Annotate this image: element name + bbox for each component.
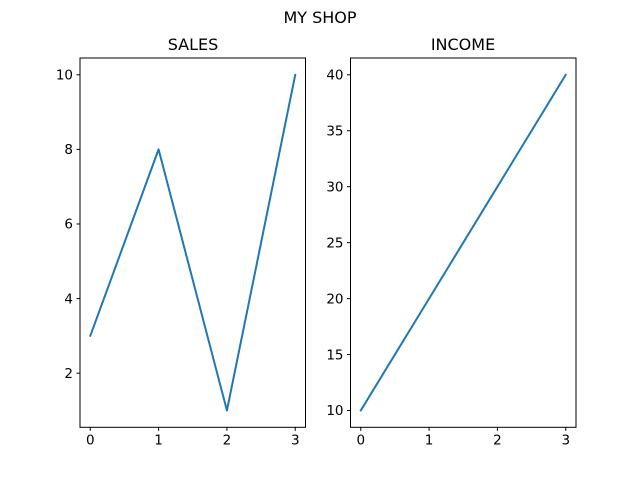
x-tick-label: 0	[356, 432, 365, 448]
x-tick-label: 1	[154, 432, 163, 448]
y-tick-label: 30	[326, 179, 343, 195]
y-tick-label: 35	[326, 123, 343, 139]
x-tick-label: 0	[86, 432, 95, 448]
y-tick-label: 2	[64, 366, 73, 382]
y-tick-label: 40	[326, 68, 343, 84]
subplot-title-income: INCOME	[430, 35, 496, 54]
x-tick-label: 1	[425, 432, 434, 448]
subplot-title-sales: SALES	[167, 35, 219, 54]
y-tick-label: 15	[326, 347, 343, 363]
x-tick-label: 3	[561, 432, 570, 448]
x-tick-label: 2	[493, 432, 502, 448]
y-tick-label: 4	[64, 291, 73, 307]
figure-title: MY SHOP	[283, 8, 357, 27]
y-tick-label: 10	[326, 403, 343, 419]
y-tick-label: 10	[56, 68, 73, 84]
x-tick-label: 3	[291, 432, 300, 448]
axes-frame	[79, 57, 306, 428]
x-tick-label: 2	[223, 432, 232, 448]
data-line	[359, 73, 567, 412]
y-tick-label: 25	[326, 235, 343, 251]
y-tick-label: 8	[64, 142, 73, 158]
y-tick-label: 20	[326, 291, 343, 307]
y-tick-label: 6	[64, 217, 73, 233]
data-line	[89, 73, 297, 412]
